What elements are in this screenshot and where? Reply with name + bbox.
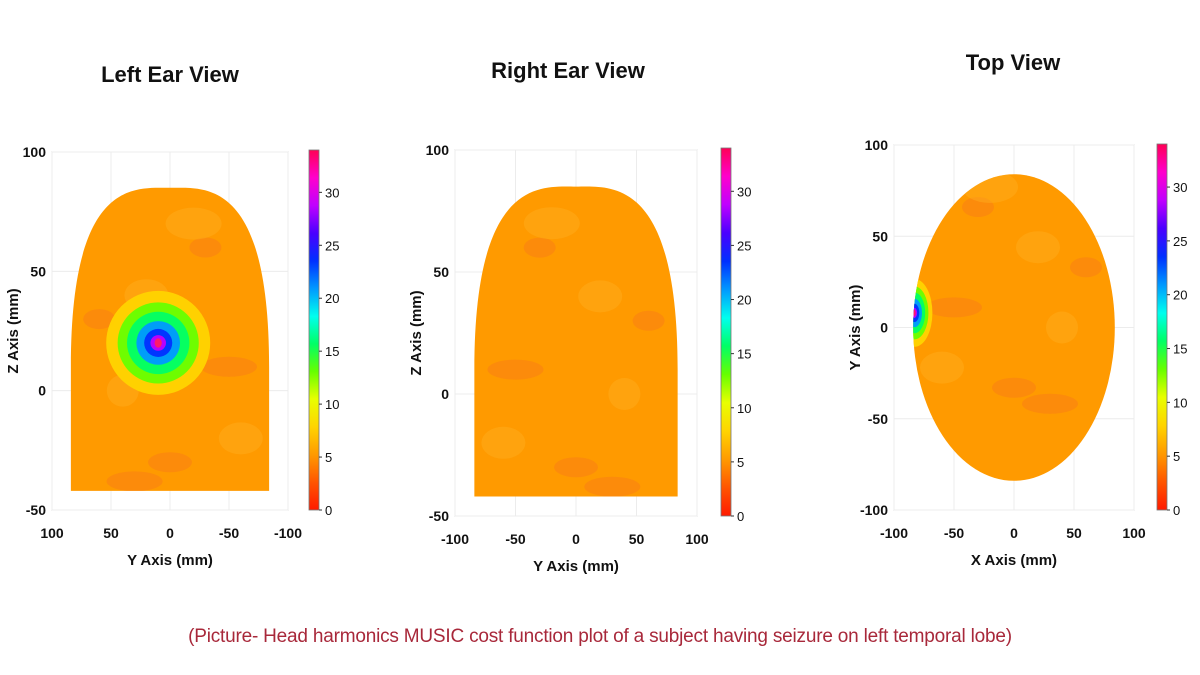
x-tick-label: -50 bbox=[505, 531, 525, 547]
colorbar bbox=[720, 147, 732, 517]
colorbar-tick-label: 25 bbox=[325, 238, 339, 253]
x-tick-label: 100 bbox=[40, 525, 64, 541]
y-axis-label: Y Axis (mm) bbox=[847, 285, 864, 371]
x-axis-label: Y Axis (mm) bbox=[533, 558, 619, 575]
field-texture bbox=[920, 174, 1102, 414]
y-tick-label: -100 bbox=[860, 502, 888, 518]
x-tick-label: -50 bbox=[219, 525, 239, 541]
y-tick-label: 0 bbox=[38, 383, 46, 399]
x-tick-label: -100 bbox=[880, 525, 908, 541]
figure-caption: (Picture- Head harmonics MUSIC cost func… bbox=[188, 626, 1012, 647]
colorbar-tick-label: 0 bbox=[737, 509, 744, 524]
colorbar-tick-label: 5 bbox=[1173, 449, 1180, 464]
x-axis-label: X Axis (mm) bbox=[971, 552, 1057, 569]
y-tick-label: 50 bbox=[30, 263, 46, 279]
x-tick-label: -100 bbox=[441, 531, 469, 547]
colorbar-tick-label: 30 bbox=[1173, 180, 1187, 195]
y-axis-label: Z Axis (mm) bbox=[408, 290, 425, 375]
colorbar-tick-label: 25 bbox=[737, 238, 751, 253]
colorbar bbox=[308, 149, 320, 511]
colorbar-tick-label: 30 bbox=[737, 184, 751, 199]
y-tick-label: -50 bbox=[429, 508, 449, 524]
x-tick-label: 100 bbox=[685, 531, 709, 547]
y-tick-label: 100 bbox=[865, 137, 889, 153]
colorbar-tick-label: 5 bbox=[737, 455, 744, 470]
x-tick-label: 50 bbox=[629, 531, 645, 547]
y-tick-label: 0 bbox=[880, 320, 888, 336]
colorbar-tick-label: 10 bbox=[325, 397, 339, 412]
y-tick-label: -50 bbox=[26, 502, 46, 518]
y-axis-label: Z Axis (mm) bbox=[5, 288, 22, 373]
y-tick-label: 0 bbox=[441, 386, 449, 402]
x-axis-label: Y Axis (mm) bbox=[127, 552, 213, 569]
colorbar bbox=[1156, 143, 1168, 511]
hotspot bbox=[913, 278, 933, 347]
x-tick-label: 50 bbox=[1066, 525, 1082, 541]
colorbar-tick-label: 15 bbox=[1173, 342, 1187, 357]
y-tick-label: 100 bbox=[426, 142, 450, 158]
head-field bbox=[474, 186, 678, 497]
x-tick-label: 0 bbox=[166, 525, 174, 541]
colorbar-tick-label: 15 bbox=[325, 344, 339, 359]
x-tick-label: 50 bbox=[103, 525, 119, 541]
colorbar-tick-label: 30 bbox=[325, 185, 339, 200]
colorbar-tick-label: 10 bbox=[737, 401, 751, 416]
y-tick-label: -50 bbox=[868, 411, 888, 427]
colorbar-tick-label: 5 bbox=[325, 450, 332, 465]
chart-title: Right Ear View bbox=[491, 58, 646, 83]
colorbar-tick-label: 0 bbox=[325, 503, 332, 518]
hotspot bbox=[106, 290, 211, 395]
colorbar-tick-label: 0 bbox=[1173, 503, 1180, 518]
colorbar-tick-label: 15 bbox=[737, 347, 751, 362]
colorbar-tick-label: 20 bbox=[1173, 288, 1187, 303]
field-texture bbox=[481, 207, 665, 497]
colorbar-tick-label: 20 bbox=[737, 293, 751, 308]
x-tick-label: 0 bbox=[1010, 525, 1018, 541]
x-tick-label: -50 bbox=[944, 525, 964, 541]
chart-title: Left Ear View bbox=[101, 62, 240, 87]
colorbar-tick-label: 20 bbox=[325, 291, 339, 306]
colorbar-tick-label: 10 bbox=[1173, 395, 1187, 410]
x-tick-label: 100 bbox=[1122, 525, 1146, 541]
y-tick-label: 50 bbox=[872, 228, 888, 244]
chart-title: Top View bbox=[966, 50, 1061, 75]
y-tick-label: 100 bbox=[23, 144, 47, 160]
colorbar-tick-label: 25 bbox=[1173, 234, 1187, 249]
x-tick-label: 0 bbox=[572, 531, 580, 547]
y-tick-label: 50 bbox=[433, 264, 449, 280]
head-field bbox=[913, 174, 1115, 481]
x-tick-label: -100 bbox=[274, 525, 302, 541]
